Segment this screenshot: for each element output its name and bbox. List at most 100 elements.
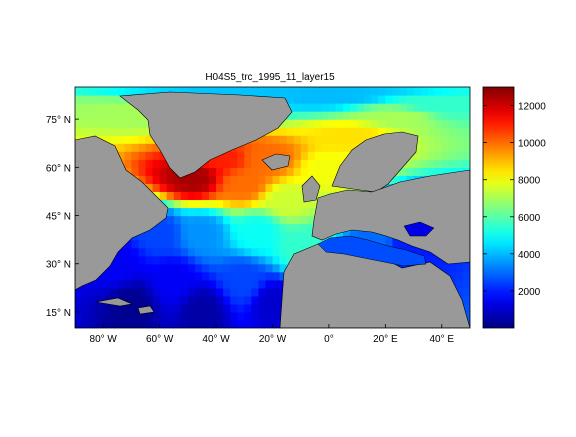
field-cell xyxy=(216,287,224,297)
field-cell xyxy=(216,207,224,217)
field-cell xyxy=(293,199,302,209)
field-cell xyxy=(335,151,344,160)
field-cell xyxy=(194,303,203,313)
field-cell xyxy=(237,303,245,313)
field-cell xyxy=(434,159,443,168)
field-cell xyxy=(173,191,182,201)
field-cell xyxy=(251,303,259,313)
field-cell xyxy=(216,191,224,201)
field-cell xyxy=(209,199,217,209)
field-cell xyxy=(180,319,189,328)
field-cell xyxy=(314,159,323,168)
field-cell xyxy=(138,87,147,96)
field-cell xyxy=(124,87,133,96)
field-cell xyxy=(96,295,104,305)
field-cell xyxy=(462,95,470,104)
field-cell xyxy=(321,175,330,184)
field-cell xyxy=(194,247,203,257)
field-cell xyxy=(399,95,408,104)
field-cell xyxy=(103,287,111,297)
field-cell xyxy=(272,191,281,201)
field-cell xyxy=(279,263,288,273)
field-cell xyxy=(194,175,203,184)
field-cell xyxy=(96,287,104,297)
field-cell xyxy=(307,207,316,217)
field-cell xyxy=(89,95,97,104)
field-cell xyxy=(230,151,238,160)
field-cell xyxy=(201,223,210,233)
field-cell xyxy=(392,119,401,128)
field-cell xyxy=(131,239,140,249)
field-cell xyxy=(286,247,295,257)
field-cell xyxy=(209,159,217,168)
field-cell xyxy=(230,239,238,249)
field-cell xyxy=(75,127,83,136)
field-cell xyxy=(300,127,309,136)
field-cell xyxy=(124,247,133,257)
field-cell xyxy=(448,111,457,120)
field-cell xyxy=(152,223,161,233)
field-cell xyxy=(244,239,252,249)
field-cell xyxy=(180,199,189,209)
field-cell xyxy=(131,255,140,265)
field-cell xyxy=(201,295,210,305)
field-cell xyxy=(159,167,168,176)
field-cell xyxy=(272,303,281,313)
field-cell xyxy=(237,247,245,257)
field-cell xyxy=(279,223,288,233)
field-cell xyxy=(300,95,309,104)
field-cell xyxy=(251,191,259,201)
field-cell xyxy=(265,87,274,96)
field-cell xyxy=(244,199,252,209)
x-axis: 80° W 60° W 40° W 20° W 0° 20° E 40° E xyxy=(90,324,454,345)
field-cell xyxy=(258,311,267,321)
field-cell xyxy=(364,119,372,128)
field-cell xyxy=(89,111,97,120)
field-cell xyxy=(166,311,175,321)
field-cell xyxy=(103,87,111,96)
field-cell xyxy=(434,119,443,128)
field-cell xyxy=(406,103,415,112)
field-cell xyxy=(413,159,422,168)
field-cell xyxy=(371,119,379,128)
field-cell xyxy=(96,279,104,289)
field-cell xyxy=(462,135,470,144)
field-cell xyxy=(455,87,464,96)
field-cell xyxy=(293,207,302,217)
field-cell xyxy=(216,263,224,273)
field-cell xyxy=(272,295,281,305)
field-cell xyxy=(166,279,175,289)
field-cell xyxy=(209,87,217,96)
field-cell xyxy=(209,191,217,201)
field-cell xyxy=(194,215,203,225)
field-cell xyxy=(209,207,217,217)
field-cell xyxy=(265,295,274,305)
field-cell xyxy=(173,175,182,184)
field-cell xyxy=(117,95,125,104)
field-cell xyxy=(392,111,401,120)
field-cell xyxy=(286,207,295,217)
field-cell xyxy=(152,175,161,184)
field-cell xyxy=(180,287,189,297)
field-cell xyxy=(279,127,288,136)
field-cell xyxy=(117,247,125,257)
field-cell xyxy=(131,167,140,176)
field-cell xyxy=(173,263,182,273)
field-cell xyxy=(307,135,316,144)
field-cell xyxy=(314,111,323,120)
field-cell xyxy=(131,295,140,305)
field-cell xyxy=(413,111,422,120)
field-cell xyxy=(131,159,140,168)
field-cell xyxy=(300,239,309,249)
field-cell xyxy=(152,311,161,321)
field-cell xyxy=(307,215,316,225)
field-cell xyxy=(441,143,450,152)
field-cell xyxy=(145,271,154,281)
field-cell xyxy=(237,167,245,176)
field-cell xyxy=(230,175,238,184)
field-cell xyxy=(82,311,90,321)
field-cell xyxy=(237,199,245,209)
field-cell xyxy=(159,303,168,313)
field-cell xyxy=(131,119,140,128)
field-cell xyxy=(187,287,196,297)
